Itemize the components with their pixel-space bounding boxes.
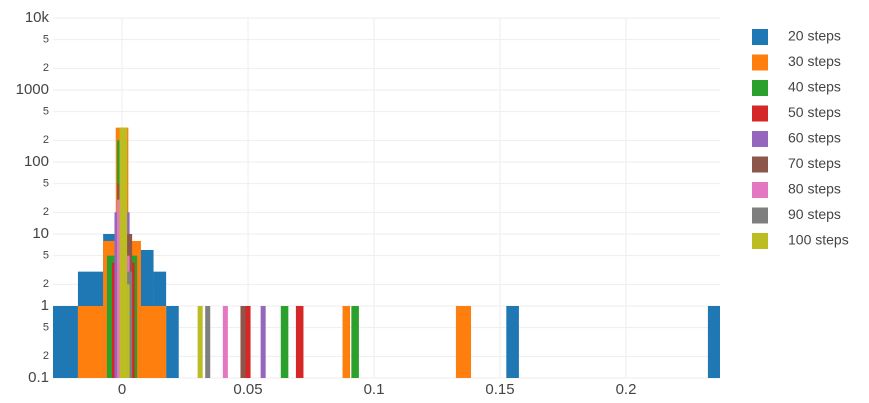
y-tick-label: 5 <box>43 322 49 334</box>
histogram-bar <box>260 306 266 378</box>
legend-swatch <box>752 233 768 249</box>
histogram-bar <box>119 127 128 378</box>
legend-swatch <box>752 105 768 122</box>
legend-swatch <box>752 54 768 71</box>
legend-label: 20 steps <box>788 28 841 44</box>
y-tick-label: 1000 <box>16 81 49 98</box>
histogram-bar <box>205 306 211 378</box>
x-tick-label: 0.2 <box>616 381 637 398</box>
histogram-bar <box>222 306 228 378</box>
y-tick-label: 2 <box>43 134 49 146</box>
y-tick-label: 5 <box>43 106 49 118</box>
histogram-bar <box>140 306 167 378</box>
legend-label: 70 steps <box>788 155 841 171</box>
legend-swatch <box>752 156 768 173</box>
legend: 20 steps 30 steps 40 steps 50 steps 60 steps… <box>752 28 849 249</box>
y-tick-label: 100 <box>24 153 49 170</box>
histogram-bar <box>707 306 720 378</box>
x-tick-label: 0.1 <box>364 381 385 398</box>
y-tick-label: 2 <box>43 350 49 362</box>
x-tick-label: 0.05 <box>233 381 262 398</box>
y-tick-label: 5 <box>43 34 49 46</box>
histogram-bar <box>295 306 304 378</box>
legend-label: 100 steps <box>788 232 849 248</box>
histogram-bar <box>197 306 203 378</box>
histogram-bar <box>53 306 78 378</box>
legend-label: 80 steps <box>788 181 841 197</box>
x-tick-label: 0 <box>118 381 126 398</box>
histogram-bar <box>455 306 472 378</box>
legend-label: 50 steps <box>788 104 841 120</box>
y-tick-label: 2 <box>43 62 49 74</box>
legend-swatch <box>752 80 768 96</box>
histogram-bar <box>342 306 351 378</box>
y-tick-label: 0.1 <box>28 369 49 386</box>
histogram-bar <box>351 306 359 378</box>
histogram-bar <box>127 284 130 378</box>
y-tick-label: 2 <box>43 278 49 290</box>
y-tick-label: 10 <box>32 225 49 242</box>
legend-label: 60 steps <box>788 130 841 146</box>
histogram-bar <box>166 306 179 378</box>
legend-label: 90 steps <box>788 206 841 222</box>
x-tick-label: 0.15 <box>485 381 514 398</box>
y-tick-label: 1 <box>41 297 49 314</box>
legend-swatch <box>752 131 768 147</box>
y-tick-label: 5 <box>43 178 49 190</box>
histogram-bar <box>506 306 519 378</box>
histogram-bar <box>242 306 251 378</box>
bars <box>53 127 720 378</box>
legend-label: 40 steps <box>788 79 841 95</box>
legend-swatch <box>752 207 768 224</box>
legend-label: 30 steps <box>788 53 841 69</box>
y-tick-label: 5 <box>43 250 49 262</box>
legend-swatch <box>752 29 768 45</box>
histogram-bar <box>280 306 289 378</box>
histogram-bar <box>77 306 104 378</box>
histogram-bar <box>240 306 246 378</box>
y-tick-label: 10k <box>25 9 50 26</box>
y-tick-label: 2 <box>43 206 49 218</box>
legend-swatch <box>752 182 768 198</box>
grid <box>53 17 720 379</box>
